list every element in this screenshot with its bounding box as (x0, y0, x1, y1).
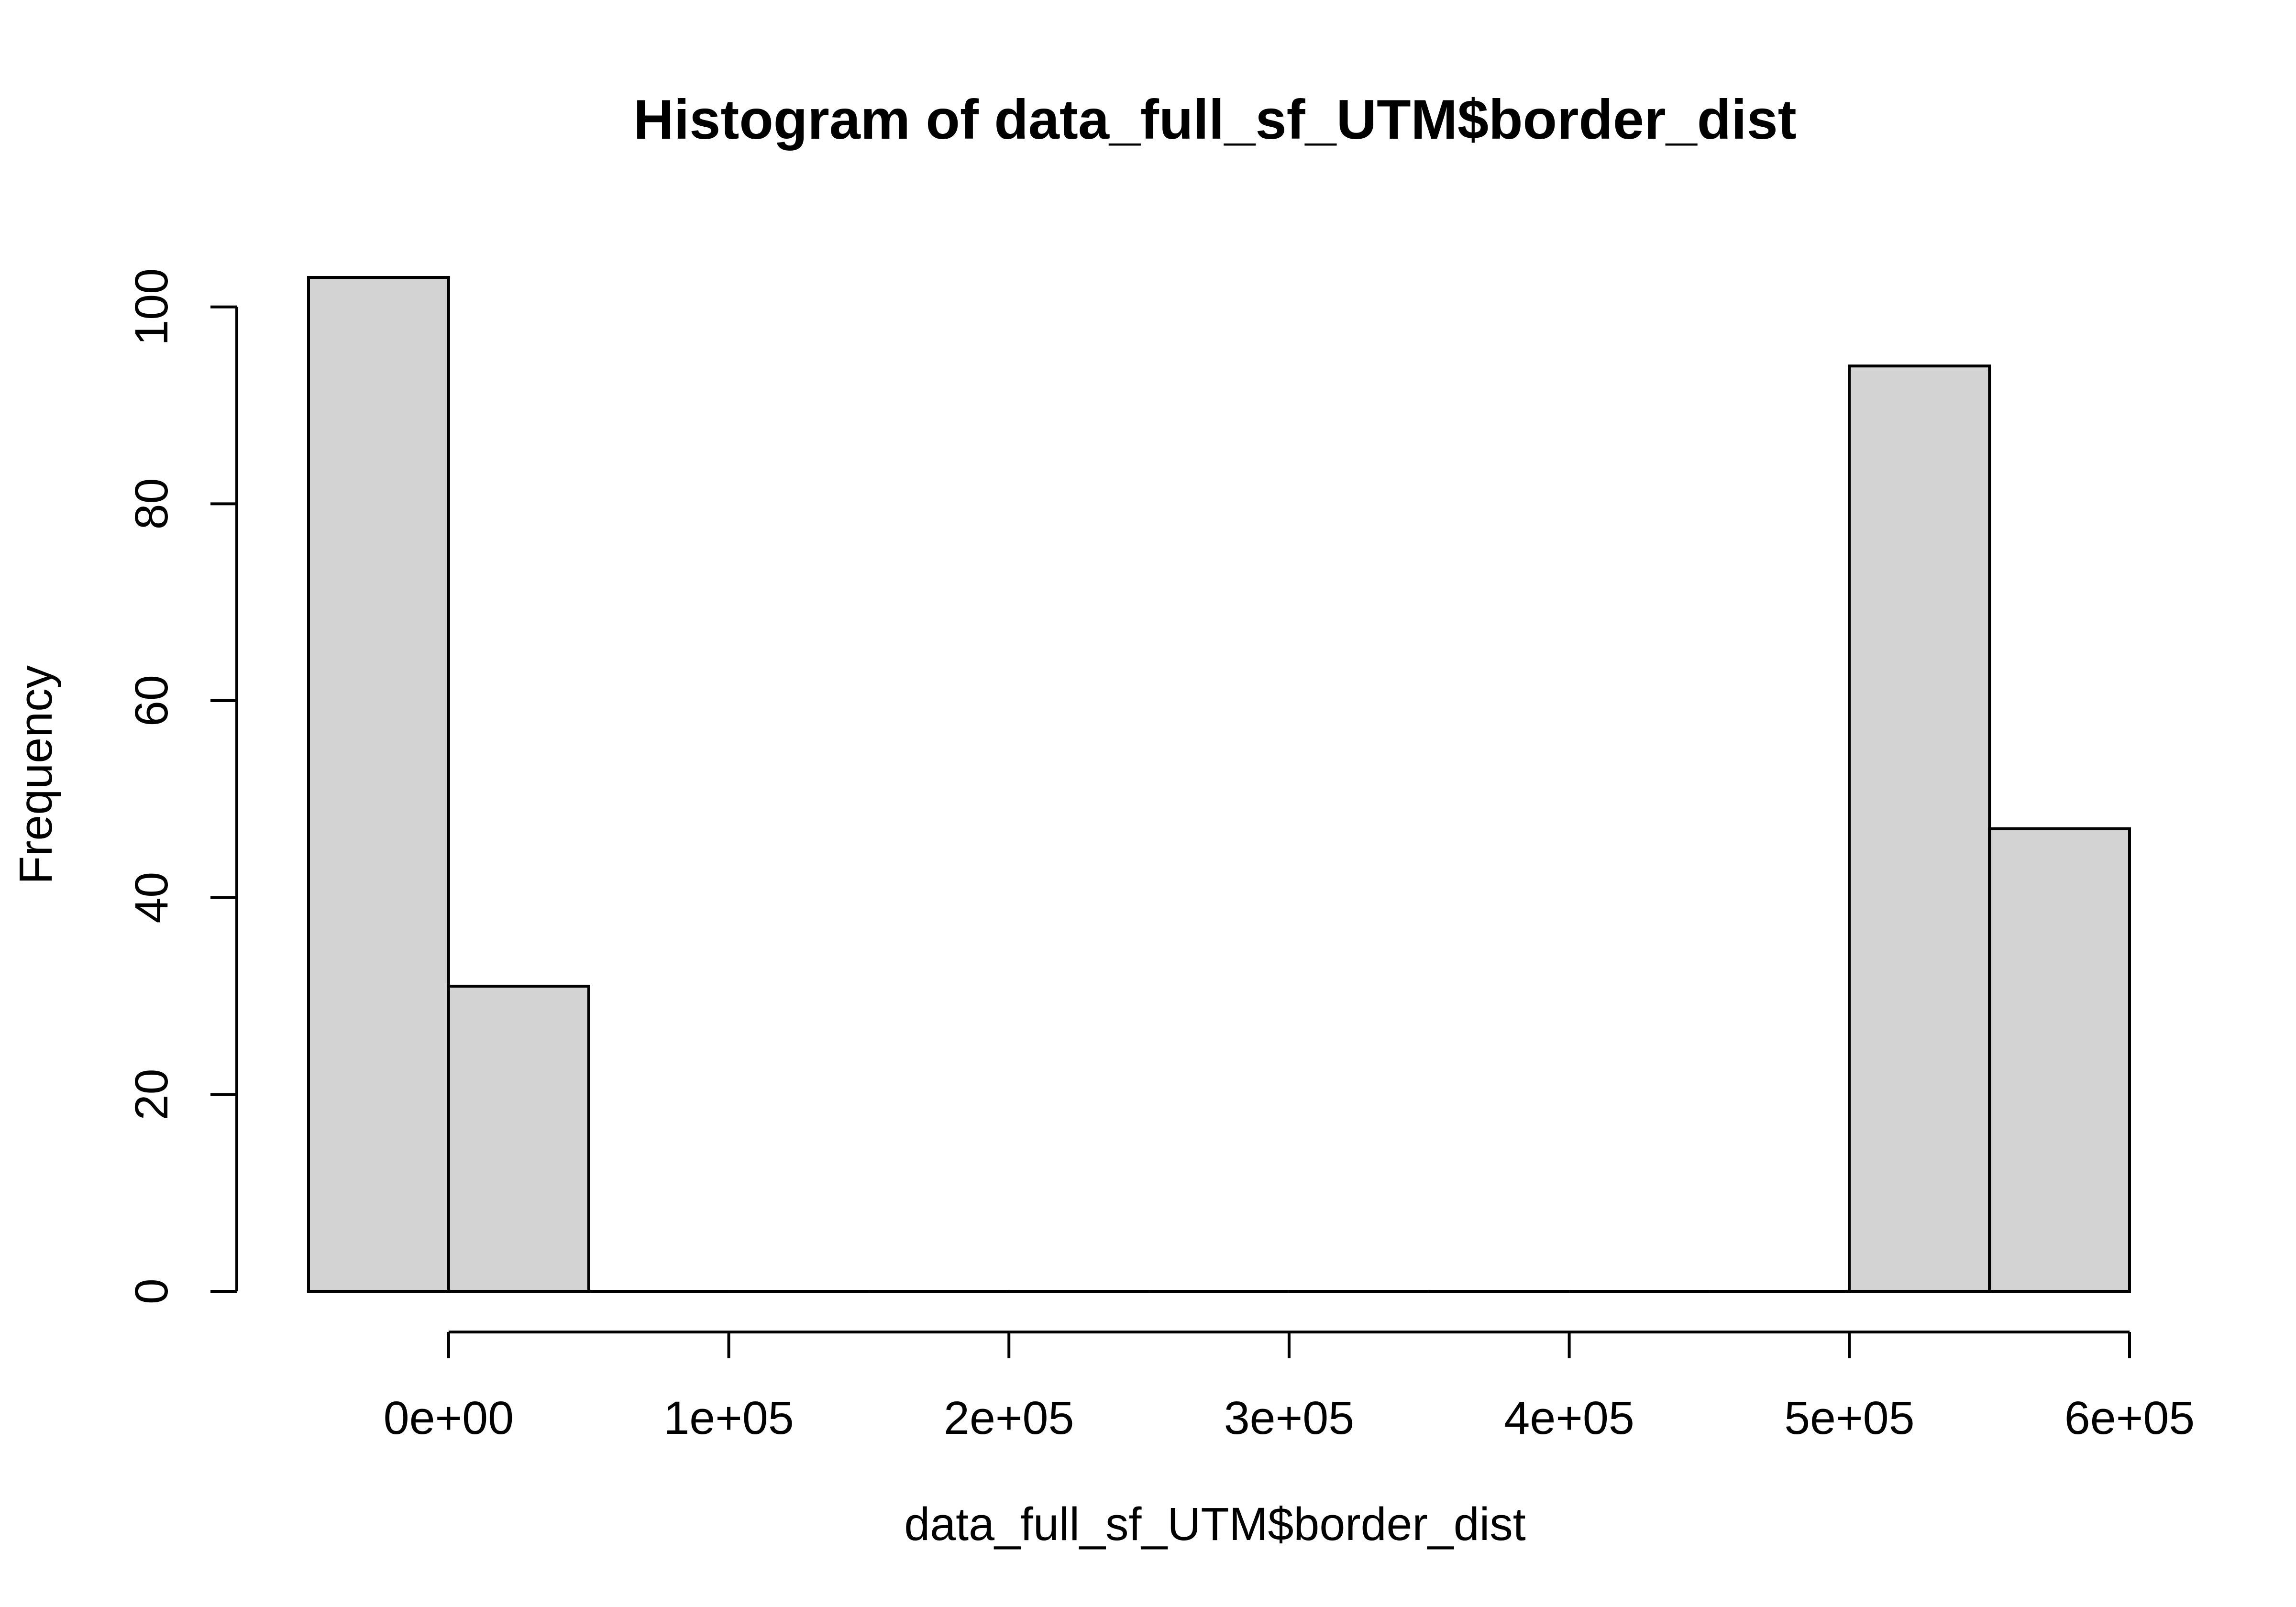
x-tick-label: 3e+05 (1224, 1392, 1354, 1444)
y-tick-label: 60 (125, 675, 177, 726)
histogram-bar (307, 276, 450, 1293)
x-tick-label: 0e+00 (384, 1392, 514, 1444)
x-tick-label: 1e+05 (663, 1392, 794, 1444)
chart-title: Histogram of data_full_sf_UTM$border_dis… (633, 88, 1796, 151)
x-axis-label: data_full_sf_UTM$border_dist (904, 1498, 1525, 1550)
y-tick-label: 40 (125, 872, 177, 924)
y-axis-label: Frequency (10, 665, 62, 884)
histogram-bar (1848, 364, 1991, 1293)
histogram-bar (447, 984, 590, 1293)
x-tick-label: 6e+05 (2064, 1392, 2195, 1444)
histogram-bar (1988, 827, 2131, 1293)
y-axis: 0 20 40 60 80 100 (125, 268, 238, 1304)
x-tick-label: 2e+05 (944, 1392, 1074, 1444)
x-tick-label: 4e+05 (1504, 1392, 1634, 1444)
y-tick-label: 20 (125, 1068, 177, 1120)
y-tick-label: 0 (125, 1278, 177, 1304)
histogram-bars (307, 276, 2131, 1293)
x-axis: 0e+00 1e+05 2e+05 3e+05 4e+05 5e+05 6e+05 (384, 1331, 2195, 1444)
y-tick-label: 80 (125, 478, 177, 529)
y-tick-label: 100 (125, 268, 177, 346)
x-tick-label: 5e+05 (1784, 1392, 1914, 1444)
